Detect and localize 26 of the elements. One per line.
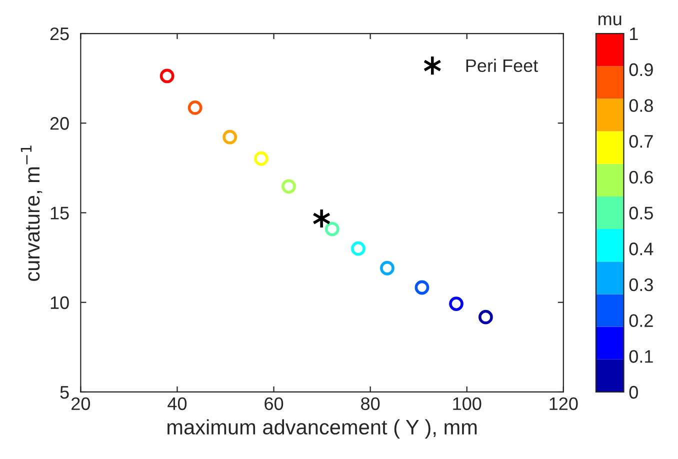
color-bar-label: 0.6 — [629, 170, 653, 184]
color-bar-label: 1 — [630, 28, 638, 40]
color-bar-label: 0.7 — [629, 134, 653, 148]
x-tick-label: 20 — [72, 397, 90, 410]
color-bar-label: 0 — [629, 386, 638, 399]
y-tick-label: 20 — [50, 117, 69, 130]
color-bar-title: mu — [598, 15, 622, 26]
x-tick-label: 40 — [168, 397, 187, 410]
color-bar-label: 0.4 — [629, 242, 654, 256]
color-bar-label: 0.2 — [629, 314, 653, 328]
color-bar-label: 0.1 — [629, 350, 653, 363]
y-axis-title: curvature, m$^{−1}$ — [20, 146, 42, 281]
y-tick-label: 10 — [50, 296, 69, 310]
x-tick-label: 60 — [264, 397, 284, 410]
x-tick-label: 80 — [361, 397, 380, 410]
y-tick-label: 15 — [50, 206, 69, 220]
legend-label: Peri Feet — [466, 58, 538, 72]
x-axis-title: maximum advancement ( Y ), mm — [168, 419, 477, 439]
x-tick-label: 120 — [550, 397, 578, 410]
y-tick-label: 5 — [60, 386, 69, 399]
y-tick-label: 25 — [50, 27, 69, 40]
color-bar-label: 0.3 — [629, 278, 653, 292]
color-bar-label: 0.8 — [629, 99, 653, 112]
x-tick-label: 100 — [453, 397, 482, 410]
color-bar-label: 0.5 — [629, 206, 653, 220]
color-bar-label: 0.9 — [629, 63, 653, 76]
